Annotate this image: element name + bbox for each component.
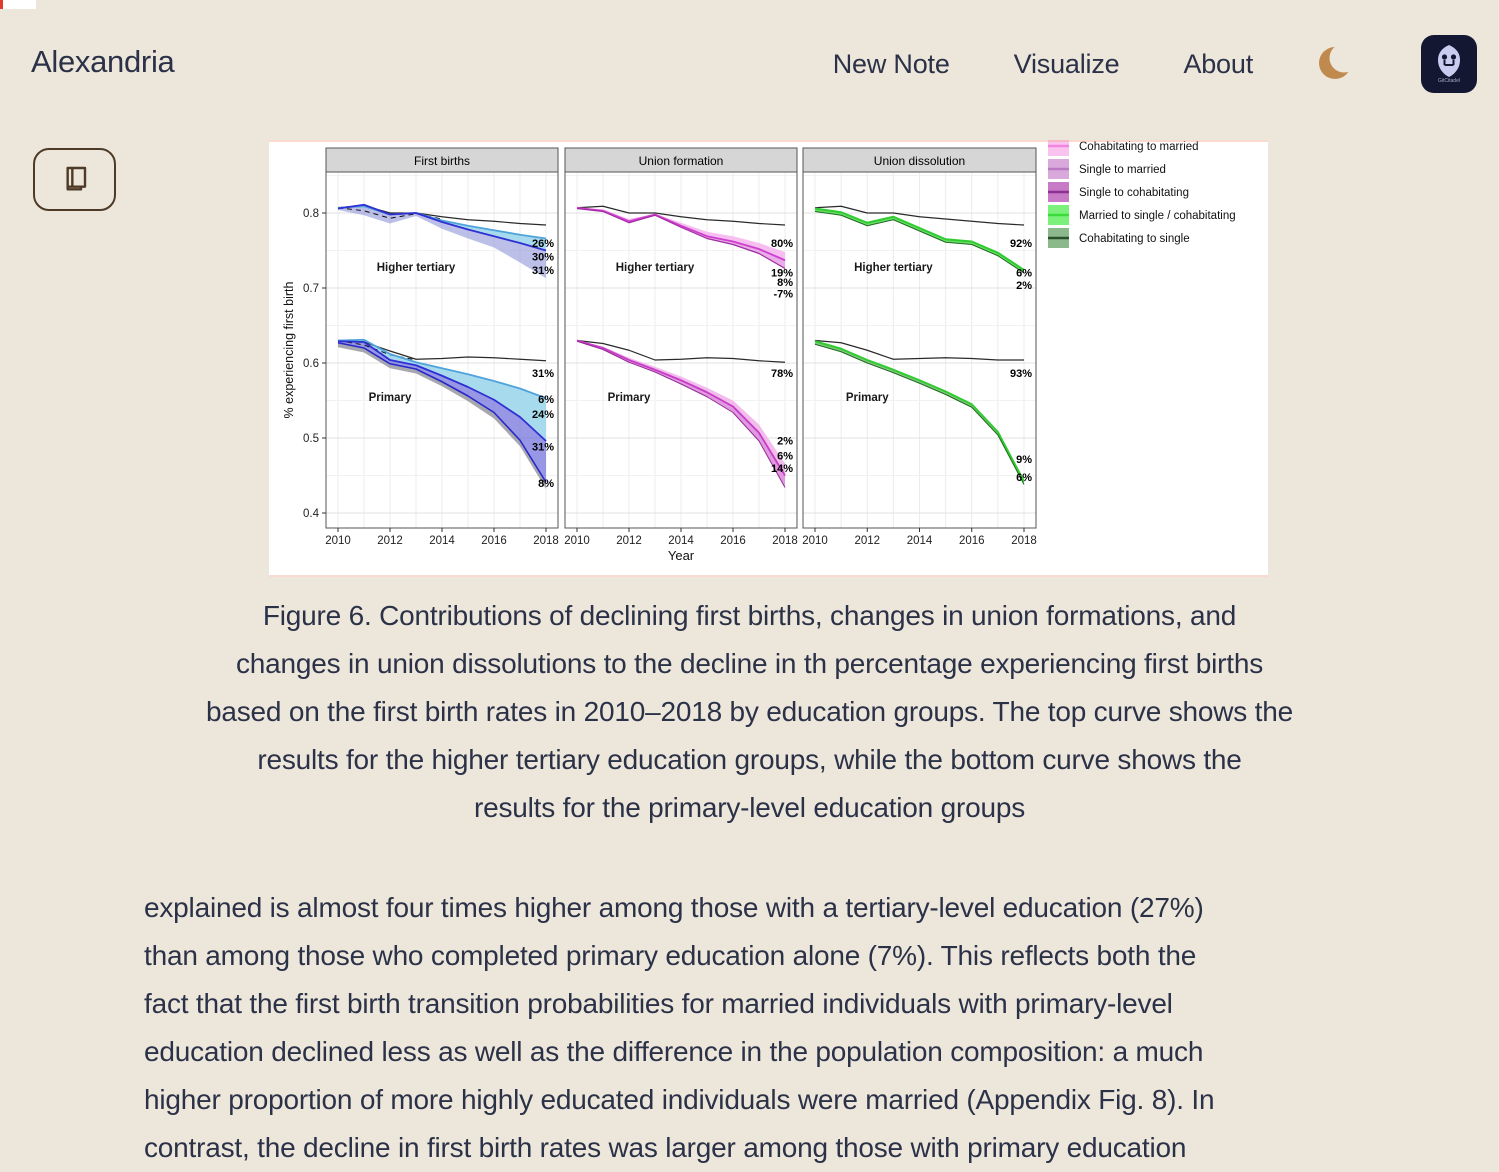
svg-text:2012: 2012 [854, 535, 880, 547]
theme-toggle-button[interactable] [1317, 43, 1359, 86]
article-line: education declined less as well as the d… [144, 1036, 1204, 1067]
svg-text:0.8: 0.8 [303, 208, 319, 220]
svg-text:Primary: Primary [846, 392, 889, 404]
article-line: than among those who completed primary e… [144, 940, 1197, 971]
svg-text:6%: 6% [1016, 472, 1032, 484]
caption-line: results for the primary-level education … [473, 792, 1026, 823]
svg-text:-7%: -7% [773, 288, 793, 300]
svg-text:78%: 78% [771, 368, 793, 380]
caption-line: based on the first birth rates in 2010–2… [205, 696, 1294, 727]
svg-text:2010: 2010 [802, 535, 828, 547]
svg-text:Higher tertiary: Higher tertiary [616, 262, 695, 274]
nav-item-about[interactable]: About [1183, 48, 1253, 79]
svg-text:2014: 2014 [429, 535, 455, 547]
svg-text:Married to single / cohabitati: Married to single / cohabitating [1079, 210, 1236, 222]
caption-line: results for the higher tertiary educatio… [257, 744, 1242, 775]
brand-title: Alexandria [31, 44, 175, 79]
svg-text:30%: 30% [532, 252, 554, 264]
svg-text:Union dissolution: Union dissolution [874, 154, 965, 168]
svg-text:First births: First births [414, 154, 470, 168]
svg-text:Single to cohabitating: Single to cohabitating [1079, 187, 1189, 199]
caption-line: Figure 6. Contributions of declining fir… [262, 600, 1237, 631]
svg-text:6%: 6% [777, 450, 793, 462]
svg-text:2018: 2018 [1011, 535, 1037, 547]
article-line: explained is almost four times higher am… [144, 892, 1204, 923]
svg-text:Primary: Primary [369, 392, 412, 404]
svg-text:31%: 31% [532, 441, 554, 453]
nav-item-visualize[interactable]: Visualize [1013, 48, 1120, 79]
article-line: higher proportion of more highly educate… [144, 1084, 1215, 1115]
svg-text:2012: 2012 [616, 535, 642, 547]
svg-text:2%: 2% [1016, 280, 1032, 292]
svg-text:24%: 24% [532, 409, 554, 421]
svg-text:2016: 2016 [959, 535, 985, 547]
svg-text:9%: 9% [1016, 454, 1032, 466]
svg-text:80%: 80% [771, 238, 793, 250]
svg-text:6%: 6% [538, 394, 554, 406]
svg-text:6%: 6% [1016, 267, 1032, 279]
svg-text:2016: 2016 [720, 535, 746, 547]
svg-text:0.7: 0.7 [303, 283, 319, 295]
svg-text:2014: 2014 [907, 535, 933, 547]
figure-caption: Figure 6. Contributions of declining fir… [0, 592, 1499, 832]
svg-text:Primary: Primary [608, 392, 651, 404]
moon-icon [1319, 43, 1359, 79]
svg-text:8%: 8% [538, 478, 554, 490]
svg-text:93%: 93% [1010, 368, 1032, 380]
book-icon [65, 166, 86, 191]
svg-text:2016: 2016 [481, 535, 507, 547]
svg-text:0.4: 0.4 [303, 508, 320, 520]
svg-text:31%: 31% [532, 368, 554, 380]
svg-text:2010: 2010 [564, 535, 590, 547]
svg-text:0.6: 0.6 [303, 358, 319, 370]
svg-text:Cohabitating to single: Cohabitating to single [1079, 233, 1190, 245]
gitcitadel-logo-label: GitCitadel [1438, 78, 1460, 84]
svg-text:2010: 2010 [325, 535, 351, 547]
svg-text:% experiencing first birth: % experiencing first birth [282, 282, 296, 419]
figure-6-chart: 26%30%31%Higher tertiary31%6%24%31%8%Pri… [282, 136, 1236, 563]
svg-text:92%: 92% [1010, 238, 1032, 250]
svg-text:Higher tertiary: Higher tertiary [377, 262, 456, 274]
main-nav: New Note Visualize About GitCitadel [833, 14, 1477, 114]
svg-text:19%: 19% [771, 267, 793, 279]
browser-edge-artifact [0, 0, 36, 9]
svg-text:2014: 2014 [668, 535, 694, 547]
svg-text:26%: 26% [532, 238, 554, 250]
nav-item-new-note[interactable]: New Note [832, 48, 950, 79]
caption-line: changes in union dissolutions to the dec… [235, 648, 1264, 679]
svg-text:Cohabitating to married: Cohabitating to married [1079, 141, 1199, 153]
svg-text:8%: 8% [777, 277, 793, 289]
svg-text:2018: 2018 [772, 535, 798, 547]
gitcitadel-logo[interactable]: GitCitadel [1421, 35, 1477, 93]
article-line: fact that the first birth transition pro… [144, 988, 1173, 1019]
article-line: contrast, the decline in first birth rat… [144, 1132, 1187, 1163]
svg-text:Higher tertiary: Higher tertiary [854, 262, 933, 274]
gitcitadel-shield-icon [1438, 45, 1460, 77]
svg-text:Union formation: Union formation [639, 154, 724, 168]
svg-text:14%: 14% [771, 463, 793, 475]
svg-text:Year: Year [668, 548, 695, 563]
svg-text:31%: 31% [532, 265, 554, 277]
figure-6-image: 26% 30% 31% Higher tertiary 31% 6% 24% 31% 8% Pri… [269, 136, 1268, 577]
svg-text:Single to married: Single to married [1079, 164, 1166, 176]
article-paragraph: explained is almost four times higher am… [144, 884, 1444, 1172]
svg-text:0.5: 0.5 [303, 433, 319, 445]
reader-mode-button[interactable] [33, 148, 116, 211]
svg-text:2012: 2012 [377, 535, 403, 547]
svg-text:2018: 2018 [533, 535, 559, 547]
svg-text:2%: 2% [777, 435, 793, 447]
